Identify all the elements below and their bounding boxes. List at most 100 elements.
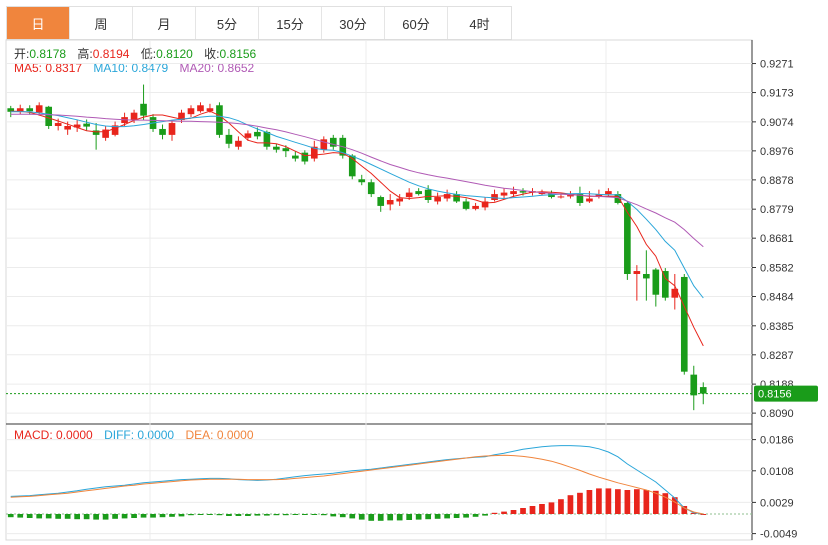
macd-bar — [197, 514, 204, 515]
macd-bar — [339, 514, 346, 518]
ma5-label: MA5: — [14, 61, 43, 75]
dea-value: 0.0000 — [216, 428, 254, 442]
macd-bar — [301, 514, 308, 515]
tab-week[interactable]: 周 — [70, 7, 133, 39]
macd-bar — [235, 514, 242, 516]
close-value: 0.8156 — [219, 47, 257, 61]
candle-body — [83, 123, 90, 127]
close-label: 收: — [204, 47, 220, 61]
candle-body — [168, 123, 176, 135]
candle-body — [595, 194, 603, 198]
candle-body — [424, 189, 432, 200]
macd-bar — [74, 514, 80, 520]
candle-body — [216, 105, 223, 135]
macd-bar — [36, 514, 43, 519]
macd-bar — [245, 514, 251, 516]
candle-body — [415, 191, 422, 195]
macd-bar — [643, 490, 650, 514]
candle-body — [159, 128, 166, 135]
tab-30min[interactable]: 30分 — [322, 7, 385, 39]
candle-body — [73, 124, 81, 128]
candle-body — [187, 108, 195, 115]
candle-body — [453, 194, 460, 202]
macd-bar — [596, 488, 602, 514]
candle-body — [26, 108, 34, 112]
candle-body — [652, 269, 660, 295]
candle-body — [45, 106, 53, 126]
candle-body — [671, 288, 679, 298]
macd-bar — [453, 514, 460, 518]
candle-body — [605, 191, 612, 195]
macd-bar — [406, 514, 413, 520]
candle-body — [273, 146, 280, 150]
y-tick-label: 0.8287 — [760, 350, 794, 362]
tab-60min[interactable]: 60分 — [385, 7, 448, 39]
macd-bar — [700, 514, 707, 515]
candle-body — [301, 152, 309, 162]
dea-label: DEA: — [185, 428, 214, 442]
candle-body — [633, 271, 641, 274]
tab-5min[interactable]: 5分 — [196, 7, 259, 39]
macd-bar — [558, 499, 564, 514]
candle-body — [54, 123, 62, 126]
ma10-value: 0.8479 — [131, 61, 169, 75]
low-value: 0.8120 — [156, 47, 193, 61]
macd-bar — [207, 514, 213, 515]
macd-bar — [652, 490, 659, 514]
candle-body — [690, 374, 698, 396]
candle-body — [510, 191, 517, 195]
tab-day[interactable]: 日 — [7, 7, 70, 39]
candle-body — [643, 274, 650, 279]
macd-bar — [273, 514, 280, 516]
high-value: 0.8194 — [92, 47, 130, 61]
macd-bar — [690, 512, 697, 514]
macd-bar — [121, 514, 128, 519]
macd-bar — [283, 514, 289, 516]
macd-bar — [159, 514, 166, 518]
y-tick-label: 0.9271 — [760, 59, 794, 71]
macd-bar — [434, 514, 441, 519]
macd-bar — [567, 495, 574, 514]
macd-bar — [368, 514, 375, 521]
high-label: 高: — [77, 47, 93, 61]
macd-bar — [463, 514, 469, 518]
candle-body — [254, 131, 261, 137]
open-value: 0.8178 — [29, 47, 67, 61]
candle-body — [519, 191, 527, 193]
ma5-line — [10, 110, 704, 347]
tab-4hour[interactable]: 4时 — [469, 16, 490, 32]
tab-15min[interactable]: 15分 — [259, 7, 322, 39]
macd-bar — [510, 510, 517, 514]
macd-bar — [17, 514, 24, 518]
current-price-tag: 0.8156 — [754, 385, 818, 402]
macd-bar — [491, 512, 498, 514]
ma20-line — [10, 113, 704, 248]
ohlc-info: 开:0.8178 高:0.8194 低:0.8120 收:0.8156 — [14, 45, 264, 62]
ma10-label: MA10: — [93, 61, 129, 75]
candle-body — [462, 201, 470, 209]
macd-bar — [93, 514, 99, 520]
candle-body — [386, 200, 394, 205]
y-tick-label: 0.8878 — [760, 175, 794, 187]
y-tick-label: 0.9173 — [760, 88, 794, 100]
ma10-line — [10, 111, 704, 299]
macd-y-tick-label: -0.0049 — [760, 529, 797, 541]
macd-bar — [150, 514, 156, 518]
candle-body — [624, 202, 631, 274]
macd-bar — [671, 497, 678, 514]
candle-body — [64, 126, 71, 130]
macd-bar — [605, 488, 612, 514]
tab-month[interactable]: 月 — [133, 7, 196, 39]
candle-body — [102, 129, 109, 138]
macd-bar — [577, 492, 583, 514]
macd-bar — [64, 514, 71, 519]
macd-bar — [548, 502, 555, 514]
macd-y-tick-label: 0.0186 — [760, 435, 794, 447]
candle-body — [405, 192, 413, 198]
macd-y-tick-label: 0.0108 — [760, 466, 794, 478]
y-tick-label: 0.8090 — [760, 408, 794, 420]
open-label: 开: — [14, 47, 30, 61]
macd-info: MACD: 0.0000 DIFF: 0.0000 DEA: 0.0000 — [14, 428, 262, 442]
macd-bar — [520, 508, 526, 514]
